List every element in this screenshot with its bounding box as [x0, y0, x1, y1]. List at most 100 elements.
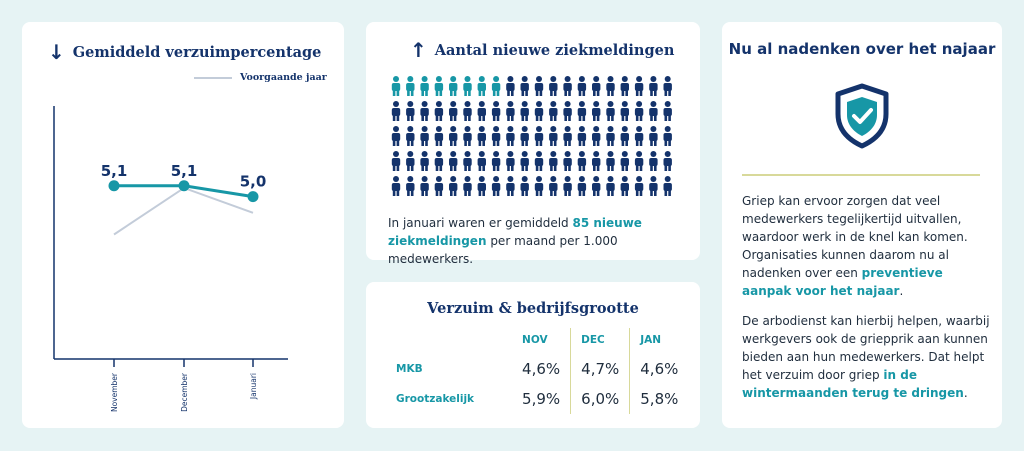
- person-icon: [563, 76, 572, 96]
- info-divider: [742, 174, 980, 176]
- person-icon: [391, 101, 401, 121]
- person-icon: [420, 176, 429, 196]
- x-tick-label: December: [180, 372, 189, 412]
- person-icon: [563, 101, 572, 121]
- person-icon: [663, 176, 672, 196]
- person-icon: [549, 176, 558, 196]
- person-icon: [491, 126, 501, 146]
- person-icon: [449, 151, 458, 171]
- person-icon: [506, 151, 515, 171]
- person-icon: [663, 76, 672, 96]
- ziekmeldingen-card: ↑ Aantal nieuwe ziekmeldingen In januari …: [366, 22, 700, 266]
- info-highlight-2: in de wintermaanden terug te dringen: [742, 368, 964, 400]
- size-header-empty: [396, 328, 512, 354]
- series-line-previous-year: [113, 186, 254, 236]
- table-row: Grootzakelijk 5,9% 6,0% 5,8%: [396, 384, 688, 414]
- person-icon: [477, 101, 486, 121]
- x-tick-label: November: [110, 372, 119, 412]
- person-icon: [620, 101, 629, 121]
- person-icon: [391, 126, 401, 146]
- data-point: [178, 180, 190, 192]
- person-icon: [520, 76, 529, 96]
- person-icon: [663, 126, 672, 146]
- person-icon: [506, 126, 515, 146]
- person-icon: [406, 126, 415, 146]
- person-icon: [463, 176, 472, 196]
- person-icon: [491, 101, 501, 121]
- person-icon-grid: [391, 76, 672, 196]
- person-icon: [620, 151, 629, 171]
- size-col-header: JAN: [640, 334, 662, 346]
- person-icon: [534, 76, 544, 96]
- size-table-header: NOV DEC JAN: [396, 328, 688, 354]
- person-icon: [649, 76, 658, 96]
- data-point: [247, 191, 259, 203]
- chart-legend: Voorgaande jaar: [194, 72, 327, 83]
- size-col-header: NOV: [512, 328, 572, 354]
- person-icon: [606, 176, 615, 196]
- person-icon: [577, 176, 587, 196]
- data-label: 5,1: [101, 162, 128, 180]
- arrow-up-icon: ↑: [410, 38, 427, 62]
- info-highlight-1: preventieve aanpak voor het najaar: [742, 266, 943, 298]
- person-icon: [491, 176, 501, 196]
- data-label: 5,1: [171, 162, 198, 180]
- person-icon: [463, 76, 472, 96]
- person-icon: [577, 126, 587, 146]
- person-icon: [634, 101, 644, 121]
- size-cell: 5,8%: [640, 390, 679, 408]
- najaar-info-card: Nu al nadenken over het najaar Griep kan…: [722, 22, 1002, 428]
- chart-card-title: ↓ Gemiddeld verzuimpercentage: [48, 40, 322, 64]
- person-icon: [592, 76, 601, 96]
- sick-card-title: ↑ Aantal nieuwe ziekmeldingen: [410, 38, 675, 62]
- person-icon: [534, 126, 544, 146]
- arrow-down-icon: ↓: [48, 40, 65, 64]
- person-icon: [592, 176, 601, 196]
- person-icon: [491, 151, 501, 171]
- person-icon: [563, 151, 572, 171]
- size-cell: 6,0%: [570, 384, 631, 414]
- person-icon: [634, 76, 644, 96]
- person-icon: [449, 101, 458, 121]
- person-icon: [606, 151, 615, 171]
- person-icon: [577, 101, 587, 121]
- person-icon: [634, 176, 644, 196]
- person-icon: [606, 101, 615, 121]
- person-icon: [406, 176, 415, 196]
- person-icon: [506, 176, 515, 196]
- bedrijfsgrootte-card: Verzuim & bedrijfsgrootte NOV DEC JAN MK…: [366, 282, 700, 428]
- person-icon: [592, 151, 601, 171]
- size-col-header: DEC: [570, 328, 631, 354]
- person-icon: [391, 76, 401, 96]
- person-icon: [477, 176, 486, 196]
- data-label: 5,0: [240, 173, 267, 191]
- person-icon: [649, 151, 658, 171]
- person-icon: [649, 101, 658, 121]
- person-icon: [520, 176, 529, 196]
- person-icon: [463, 101, 472, 121]
- person-icon: [606, 76, 615, 96]
- info-card-title: Nu al nadenken over het najaar: [728, 40, 996, 58]
- size-cell: 4,7%: [570, 354, 631, 384]
- person-icon: [406, 101, 415, 121]
- person-icon: [549, 126, 558, 146]
- person-icon: [649, 176, 658, 196]
- person-icon: [663, 101, 672, 121]
- person-icon: [620, 176, 629, 196]
- person-icon: [577, 151, 587, 171]
- info-paragraph-2: De arbodienst kan hierbij helpen, waarbi…: [742, 314, 990, 400]
- person-icon: [606, 126, 615, 146]
- person-icon: [592, 126, 601, 146]
- person-icon: [477, 151, 486, 171]
- data-point: [108, 180, 120, 192]
- legend-label: Voorgaande jaar: [240, 72, 327, 83]
- person-icon: [463, 151, 472, 171]
- person-icon: [634, 126, 644, 146]
- size-row-label: MKB: [396, 363, 423, 375]
- person-icon: [449, 176, 458, 196]
- person-icon: [577, 76, 587, 96]
- person-icon: [520, 101, 529, 121]
- person-icon: [620, 126, 629, 146]
- person-icon: [534, 176, 544, 196]
- person-icon: [549, 76, 558, 96]
